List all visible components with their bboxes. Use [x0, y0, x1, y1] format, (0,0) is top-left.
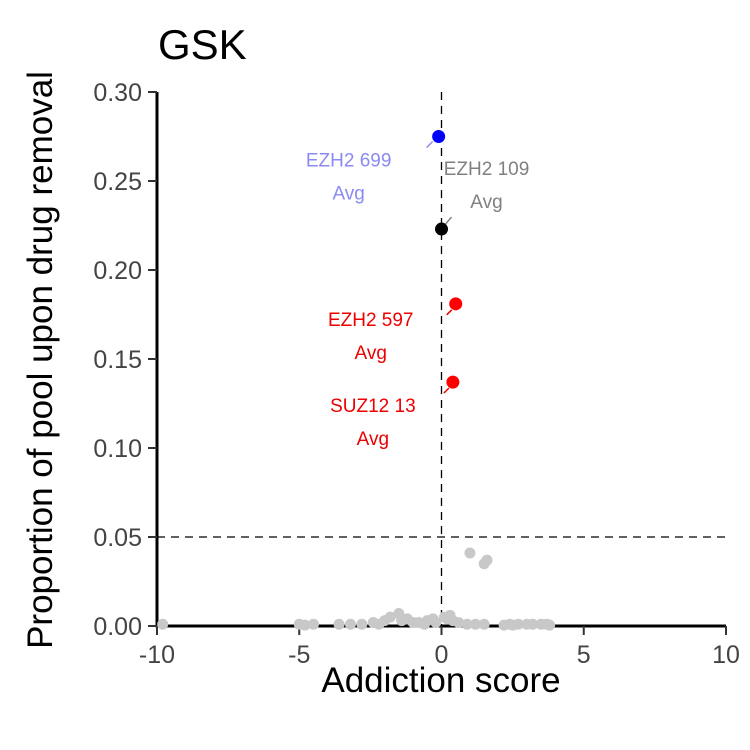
- background-point: [544, 619, 556, 631]
- y-tick-label: 0.25: [93, 168, 142, 196]
- background-point: [461, 618, 473, 630]
- y-tick-label: 0.10: [93, 435, 142, 463]
- background-point: [356, 618, 368, 630]
- labeled-point: [449, 297, 463, 311]
- labeled-point: [446, 375, 460, 389]
- background-point: [470, 618, 482, 630]
- y-tick-label: 0.15: [93, 346, 142, 374]
- point-label: Avg: [357, 429, 389, 450]
- x-tick-label: -10: [139, 641, 175, 669]
- y-tick-label: 0.00: [93, 613, 142, 641]
- background-point: [373, 618, 385, 630]
- x-axis-title: Addiction score: [321, 661, 560, 700]
- label-connector: [443, 387, 450, 394]
- background-point: [481, 554, 493, 566]
- labeled-point: [435, 222, 448, 236]
- point-label: EZH2 109: [444, 159, 530, 180]
- y-axis-title: Proportion of pool upon drug removal: [21, 71, 60, 649]
- background-point: [498, 619, 510, 631]
- background-point: [299, 619, 311, 631]
- labeled-points: EZH2 699 Avg EZH2 109 Avg EZH2 597 Avg SUZ12 1…: [306, 130, 529, 450]
- axes: 0.00 0.05 0.10 0.15 0.20 0.25 0.30 -10 -5 0 5 10: [93, 79, 740, 669]
- x-tick-label: -5: [288, 641, 310, 669]
- point-label: Avg: [332, 184, 364, 205]
- background-point: [453, 616, 465, 628]
- label-connector: [446, 309, 453, 316]
- background-point: [444, 609, 456, 621]
- point-label: EZH2 597: [328, 310, 414, 331]
- background-points: [157, 547, 556, 631]
- x-tick-label: 10: [712, 641, 740, 669]
- background-point: [527, 618, 539, 630]
- background-point: [333, 618, 345, 630]
- label-connector: [444, 216, 453, 225]
- labeled-point: [432, 130, 446, 143]
- background-point: [157, 618, 169, 630]
- background-point: [418, 618, 430, 630]
- y-tick-label: 0.20: [93, 257, 142, 285]
- background-point: [307, 618, 319, 630]
- background-point: [464, 547, 476, 559]
- point-label: Avg: [470, 192, 502, 213]
- point-label: SUZ12 13: [330, 396, 416, 417]
- chart-title: GSK: [158, 21, 247, 68]
- point-label: EZH2 699: [306, 151, 392, 172]
- point-label: Avg: [355, 343, 387, 364]
- x-tick-label: 5: [577, 641, 591, 669]
- y-tick-label: 0.05: [93, 524, 142, 552]
- background-point: [507, 619, 519, 631]
- background-point: [407, 616, 419, 628]
- background-point: [396, 615, 408, 627]
- y-tick-label: 0.30: [93, 79, 142, 107]
- x-tick-label: 0: [435, 641, 449, 669]
- background-point: [478, 618, 490, 630]
- label-connector: [426, 140, 434, 149]
- background-point: [344, 618, 356, 630]
- background-point: [427, 613, 439, 625]
- reference-lines: [157, 92, 726, 626]
